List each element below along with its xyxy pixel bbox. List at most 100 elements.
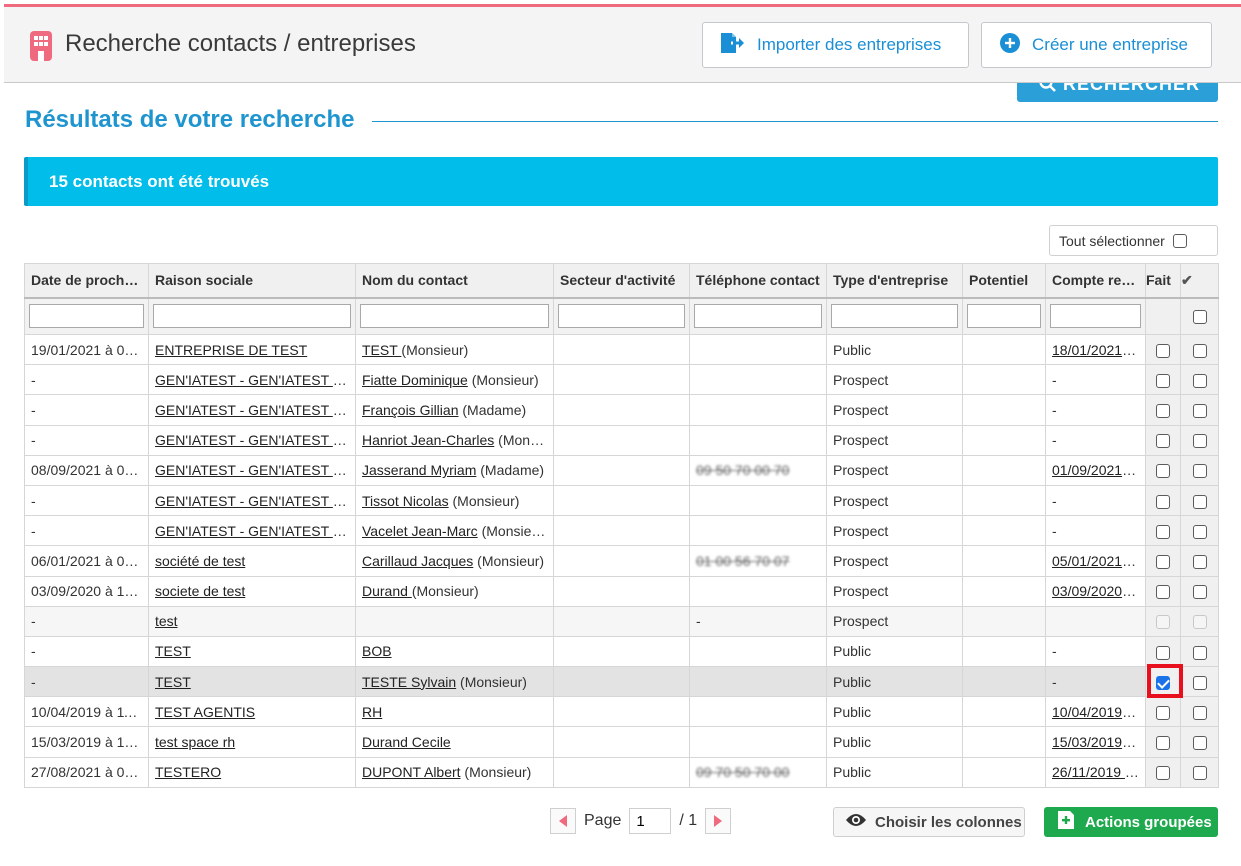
cell-company-link[interactable]: TEST [155, 673, 191, 690]
cell-company-link[interactable]: GEN'IATEST - GEN'IATEST (... [155, 371, 350, 388]
done-checkbox[interactable] [1156, 373, 1170, 388]
table-row[interactable]: 15/03/2019 à 16... test space rh Durand Ce… [24, 726, 1219, 758]
cell-company-link[interactable]: GEN'IATEST - GEN'IATEST (... [155, 462, 350, 479]
row-select-checkbox[interactable] [1192, 373, 1207, 388]
row-select-checkbox[interactable] [1192, 343, 1207, 358]
select-all-checkbox[interactable] [1172, 233, 1187, 248]
row-select-checkbox[interactable] [1192, 615, 1207, 630]
column-filter-input[interactable] [153, 304, 351, 329]
table-row[interactable]: 19/01/2021 à 09... ENTREPRISE DE TEST TEST… [24, 333, 1219, 366]
contact-link[interactable]: Vacelet Jean-Marc [362, 522, 478, 539]
row-select-checkbox[interactable] [1192, 675, 1207, 690]
select-all-toggle[interactable]: Tout sélectionner [1049, 225, 1218, 256]
row-select-checkbox[interactable] [1192, 705, 1207, 720]
contact-link[interactable]: Durand [362, 583, 412, 600]
contact-link[interactable]: BOB [362, 643, 392, 660]
column-filter-input[interactable] [558, 304, 685, 329]
table-row[interactable]: - TEST BOB Public - [24, 635, 1219, 668]
next-page-button[interactable] [705, 808, 732, 834]
cell-report-link[interactable]: 18/01/2021 12h [1052, 341, 1146, 358]
table-row[interactable]: 10/04/2019 à 11... TEST AGENTIS RH Public 10… [24, 696, 1219, 728]
column-filter-input[interactable] [831, 304, 958, 329]
cell-company-link[interactable]: GEN'IATEST - GEN'IATEST (... [155, 492, 350, 509]
create-company-button[interactable]: Créer une entreprise [981, 22, 1212, 68]
contact-link[interactable]: Fiatte Dominique [362, 371, 468, 388]
contact-link[interactable]: Tissot Nicolas [362, 492, 449, 509]
done-checkbox[interactable] [1156, 494, 1170, 509]
row-select-checkbox[interactable] [1192, 464, 1207, 479]
choose-columns-button[interactable]: Choisir les colonnes [833, 807, 1025, 837]
column-header[interactable]: Compte rendu [1045, 263, 1146, 299]
column-header[interactable]: Nom du contact [355, 263, 554, 299]
cell-company-link[interactable]: ENTREPRISE DE TEST [155, 341, 308, 358]
page-number-input[interactable] [629, 808, 672, 834]
column-header[interactable]: Type d'entreprise [826, 263, 963, 299]
column-header[interactable]: Raison sociale [148, 263, 356, 299]
done-checkbox[interactable] [1156, 766, 1170, 781]
contact-link[interactable]: Carillaud Jacques [362, 552, 474, 569]
done-checkbox[interactable] [1156, 464, 1170, 479]
column-filter-input[interactable] [967, 304, 1041, 329]
done-checkbox[interactable] [1156, 343, 1170, 358]
column-header[interactable]: Date de prochain [24, 263, 149, 299]
table-row[interactable]: - GEN'IATEST - GEN'IATEST (... Tissot Nico… [24, 484, 1219, 517]
table-row[interactable]: - GEN'IATEST - GEN'IATEST (... François Gi… [24, 394, 1219, 426]
table-row[interactable]: - GEN'IATEST - GEN'IATEST (... Vacelet Jea… [24, 515, 1219, 547]
column-filter-input[interactable] [694, 304, 822, 329]
row-select-checkbox[interactable] [1192, 434, 1207, 449]
done-checkbox[interactable] [1156, 434, 1170, 449]
contact-link[interactable]: Durand Cecile [362, 734, 451, 751]
row-select-checkbox[interactable] [1192, 766, 1207, 781]
cell-report-link[interactable]: 15/03/2019 16h [1052, 734, 1146, 751]
done-checkbox[interactable] [1156, 555, 1170, 570]
table-row[interactable]: 27/08/2021 à 09... TESTERO DUPONT Albert (… [24, 756, 1219, 788]
contact-link[interactable]: François Gillian [362, 401, 459, 418]
done-checkbox[interactable] [1156, 615, 1170, 630]
table-row[interactable]: - GEN'IATEST - GEN'IATEST (... Fiatte Domi… [24, 364, 1219, 396]
contact-link[interactable]: TEST [362, 341, 402, 358]
done-checkbox[interactable] [1156, 524, 1170, 539]
column-filter-input[interactable] [1050, 304, 1141, 329]
contact-link[interactable]: Hanriot Jean-Charles [362, 432, 495, 449]
cell-company-link[interactable]: GEN'IATEST - GEN'IATEST (... [155, 522, 350, 539]
table-row[interactable]: 08/09/2021 à 09... GEN'IATEST - GEN'IATES… [24, 454, 1219, 486]
cell-report-link[interactable]: 03/09/2020 15h [1052, 583, 1146, 600]
cell-company-link[interactable]: société de test [155, 552, 246, 569]
select-all-rows-checkbox[interactable] [1192, 310, 1207, 325]
cell-company-link[interactable]: societe de test [155, 583, 246, 600]
table-row[interactable]: - TEST TESTE Sylvain (Monsieur) Public - [24, 666, 1219, 698]
row-select-checkbox[interactable] [1192, 555, 1207, 570]
row-select-checkbox[interactable] [1192, 736, 1207, 751]
column-header[interactable]: ✔ [1180, 263, 1219, 299]
cell-company-link[interactable]: TEST [155, 643, 191, 660]
contact-link[interactable]: TESTE Sylvain [362, 673, 457, 690]
table-row[interactable]: 06/01/2021 à 09... société de test Carilla… [24, 545, 1219, 577]
cell-company-link[interactable]: test space rh [155, 734, 236, 751]
contact-link[interactable]: Jasserand Myriam [362, 462, 477, 479]
cell-report-link[interactable]: 26/11/2019 12h [1052, 764, 1146, 781]
done-checkbox[interactable] [1156, 736, 1170, 751]
previous-page-button[interactable] [550, 808, 576, 834]
contact-link[interactable]: DUPONT Albert [362, 764, 461, 781]
table-row[interactable]: - GEN'IATEST - GEN'IATEST (... Hanriot Jea… [24, 424, 1219, 456]
cell-report-link[interactable]: 05/01/2021 11h [1052, 552, 1146, 569]
done-checkbox[interactable] [1156, 404, 1170, 419]
column-header[interactable]: Téléphone contact [689, 263, 827, 299]
done-checkbox[interactable] [1156, 705, 1170, 720]
column-header[interactable]: Fait [1145, 263, 1181, 299]
row-select-checkbox[interactable] [1192, 585, 1207, 600]
cell-report-link[interactable]: 10/04/2019 11h [1052, 703, 1146, 720]
column-filter-input[interactable] [29, 304, 144, 329]
row-select-checkbox[interactable] [1192, 404, 1207, 419]
cell-report-link[interactable]: 01/09/2021 13h [1052, 462, 1146, 479]
row-select-checkbox[interactable] [1192, 645, 1207, 660]
column-header[interactable]: Secteur d'activité [553, 263, 690, 299]
grouped-actions-button[interactable]: Actions groupées [1044, 807, 1218, 837]
cell-company-link[interactable]: GEN'IATEST - GEN'IATEST (... [155, 401, 350, 418]
cell-company-link[interactable]: TEST AGENTIS [155, 703, 256, 720]
row-select-checkbox[interactable] [1192, 524, 1207, 539]
cell-company-link[interactable]: TESTERO [155, 764, 222, 781]
cell-company-link[interactable]: test [155, 613, 178, 630]
row-select-checkbox[interactable] [1192, 494, 1207, 509]
contact-link[interactable]: RH [362, 703, 383, 720]
